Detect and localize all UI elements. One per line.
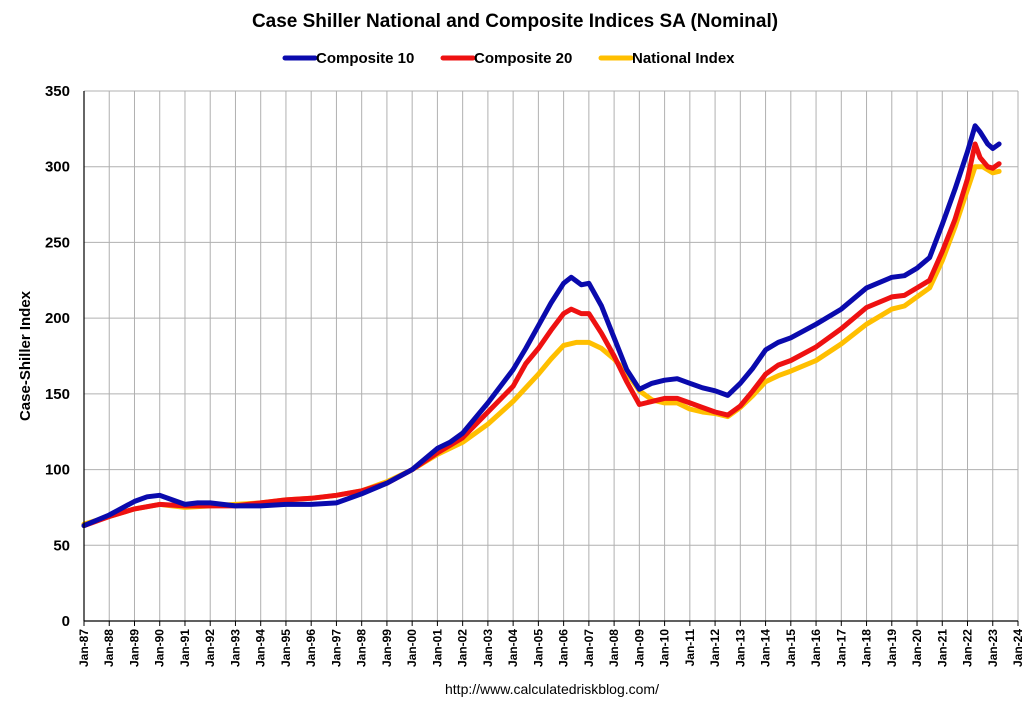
x-tick-label: Jan-20 (910, 629, 924, 667)
x-tick-label: Jan-18 (860, 629, 874, 667)
x-tick-label: Jan-87 (77, 629, 91, 667)
x-tick-label: Jan-04 (506, 629, 520, 667)
x-tick-label: Jan-96 (304, 629, 318, 667)
x-tick-label: Jan-19 (885, 629, 899, 667)
x-tick-label: Jan-22 (961, 629, 975, 667)
legend-entry: Composite 10 (316, 50, 414, 67)
legend: Composite 10 Composite 20 National Index (282, 50, 735, 67)
y-tick-label: 350 (45, 83, 70, 100)
x-tick-label: Jan-93 (228, 629, 242, 667)
x-tick-label: Jan-88 (102, 629, 116, 667)
x-tick-label: Jan-15 (784, 629, 798, 667)
series-lines (81, 123, 1002, 529)
x-tick-label: Jan-98 (355, 629, 369, 667)
x-tick-label: Jan-03 (481, 629, 495, 667)
x-tick-label: Jan-95 (279, 629, 293, 667)
x-tick-label: Jan-01 (430, 629, 444, 667)
y-tick-labels: 0 50 100 150 200 250 300 350 (45, 83, 70, 630)
x-tick-labels: Jan-87 Jan-88 Jan-89 Jan-90 Jan-91 Jan-92 Jan-… (77, 629, 1025, 667)
y-tick-label: 150 (45, 386, 70, 403)
y-tick-label: 300 (45, 159, 70, 176)
x-tick-label: Jan-23 (986, 629, 1000, 667)
x-tick-label: Jan-12 (708, 629, 722, 667)
x-tick-label: Jan-16 (809, 629, 823, 667)
x-tick-label: Jan-05 (531, 629, 545, 667)
x-tick-label: Jan-97 (329, 629, 343, 667)
legend-entry: Composite 20 (474, 50, 572, 67)
x-tick-label: Jan-17 (834, 629, 848, 667)
x-tick-label: Jan-11 (683, 629, 697, 667)
x-tick-label: Jan-08 (607, 629, 621, 667)
x-tick-label: Jan-06 (557, 629, 571, 667)
x-tick-label: Jan-13 (733, 629, 747, 667)
x-tick-label: Jan-10 (658, 629, 672, 667)
x-tick-label: Jan-94 (254, 629, 268, 667)
series-line-composite-20 (81, 141, 1002, 529)
x-tick-label: Jan-21 (935, 629, 949, 667)
y-axis-label: Case-Shiller Index (17, 290, 34, 421)
y-tick-label: 0 (62, 613, 70, 630)
y-tick-label: 50 (53, 537, 70, 554)
y-tick-label: 200 (45, 310, 70, 327)
x-tick-label: Jan-89 (127, 629, 141, 667)
x-tick-label: Jan-91 (178, 629, 192, 667)
gridlines (83, 90, 1019, 621)
x-tick-label: Jan-00 (405, 629, 419, 667)
y-tick-label: 250 (45, 234, 70, 251)
x-tick-label: Jan-99 (380, 629, 394, 667)
x-tick-label: Jan-02 (456, 629, 470, 667)
axes (83, 91, 1019, 626)
legend-entry: National Index (632, 50, 735, 67)
x-tick-label: Jan-90 (153, 629, 167, 667)
x-tick-label: Jan-92 (203, 629, 217, 667)
x-tick-label: Jan-14 (759, 629, 773, 667)
y-tick-label: 100 (45, 462, 70, 479)
chart-title: Case Shiller National and Composite Indi… (252, 11, 778, 32)
x-tick-label: Jan-24 (1011, 629, 1025, 667)
x-tick-label: Jan-07 (582, 629, 596, 667)
source-url: http://www.calculatedriskblog.com/ (445, 681, 659, 697)
series-line-composite-10 (81, 123, 1002, 529)
x-tick-label: Jan-09 (632, 629, 646, 667)
